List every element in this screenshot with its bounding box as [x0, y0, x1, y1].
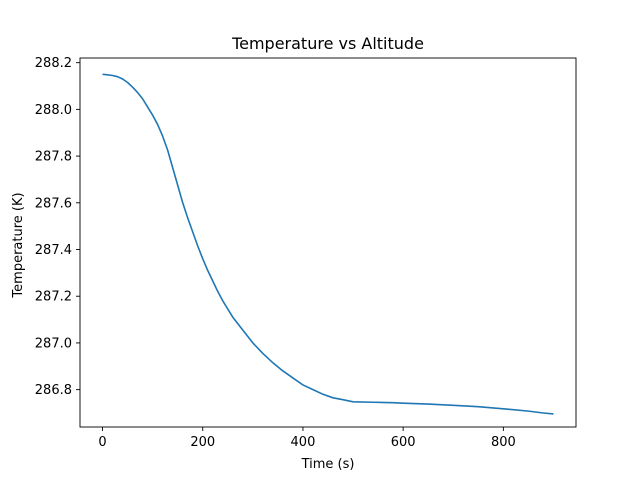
- chart-title: Temperature vs Altitude: [231, 34, 424, 53]
- x-axis-label: Time (s): [301, 457, 355, 472]
- x-axis: 0 200 400 600 800: [98, 427, 516, 450]
- plot-frame: [79, 57, 577, 428]
- y-tick-label: 286.8: [35, 383, 72, 398]
- y-tick-label: 287.2: [35, 290, 72, 305]
- y-tick-label: 287.6: [35, 196, 72, 211]
- y-tick-label: 287.0: [35, 336, 72, 351]
- x-tick-label: 800: [491, 435, 516, 450]
- series-line-0: [102, 73, 554, 415]
- y-tick-label: 288.2: [35, 56, 72, 71]
- y-axis-label: Temperature (K): [11, 192, 26, 298]
- x-tick-label: 200: [190, 435, 215, 450]
- y-tick-label: 288.0: [35, 103, 72, 118]
- y-axis: 286.8 287.0 287.2 287.4 287.6 287.8 288.0 288.2: [35, 56, 80, 398]
- x-tick-label: 400: [291, 435, 316, 450]
- x-tick-label: 600: [391, 435, 416, 450]
- plot-area: [79, 57, 577, 428]
- x-tick-label: 0: [98, 435, 106, 450]
- y-tick-label: 287.4: [35, 243, 72, 258]
- y-tick-label: 287.8: [35, 150, 72, 165]
